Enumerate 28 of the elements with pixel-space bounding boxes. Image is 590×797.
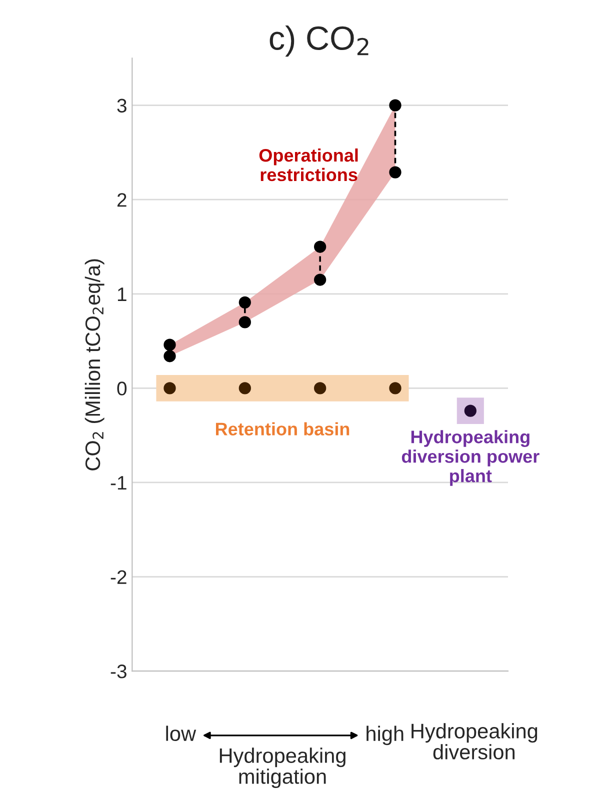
point <box>238 316 251 328</box>
text: low <box>166 726 196 742</box>
point <box>164 350 176 362</box>
text: Hydropeaking diversion <box>412 723 538 760</box>
point <box>238 296 251 308</box>
point <box>389 166 402 178</box>
point <box>238 382 251 394</box>
text: high <box>366 726 404 746</box>
text: Operational restrictions <box>259 148 358 182</box>
y-axis-title: CO$_{2}$ (Million tCO$_{2}$eq/a) <box>84 259 104 470</box>
y-tick-label: 1 <box>118 288 126 301</box>
point <box>164 338 176 351</box>
y-tick-label: -2 <box>110 570 126 584</box>
y-tick-label: 0 <box>117 382 127 396</box>
y-tick-label: 2 <box>117 193 126 207</box>
y-tick-label: 3 <box>117 98 126 113</box>
text: Hydropeaking mitigation <box>220 748 346 788</box>
point <box>314 382 326 394</box>
text: Retention basin <box>216 422 350 436</box>
point <box>389 99 402 112</box>
y-tick-label: -3 <box>110 664 126 678</box>
point <box>389 382 402 394</box>
point <box>314 274 326 286</box>
y-tick-label: -1 <box>110 476 126 490</box>
point <box>164 382 176 394</box>
point <box>314 240 326 253</box>
chart-title: c) CO$_{2}$ <box>270 26 368 57</box>
text: Hydropeaking diversion power plant <box>402 430 540 486</box>
